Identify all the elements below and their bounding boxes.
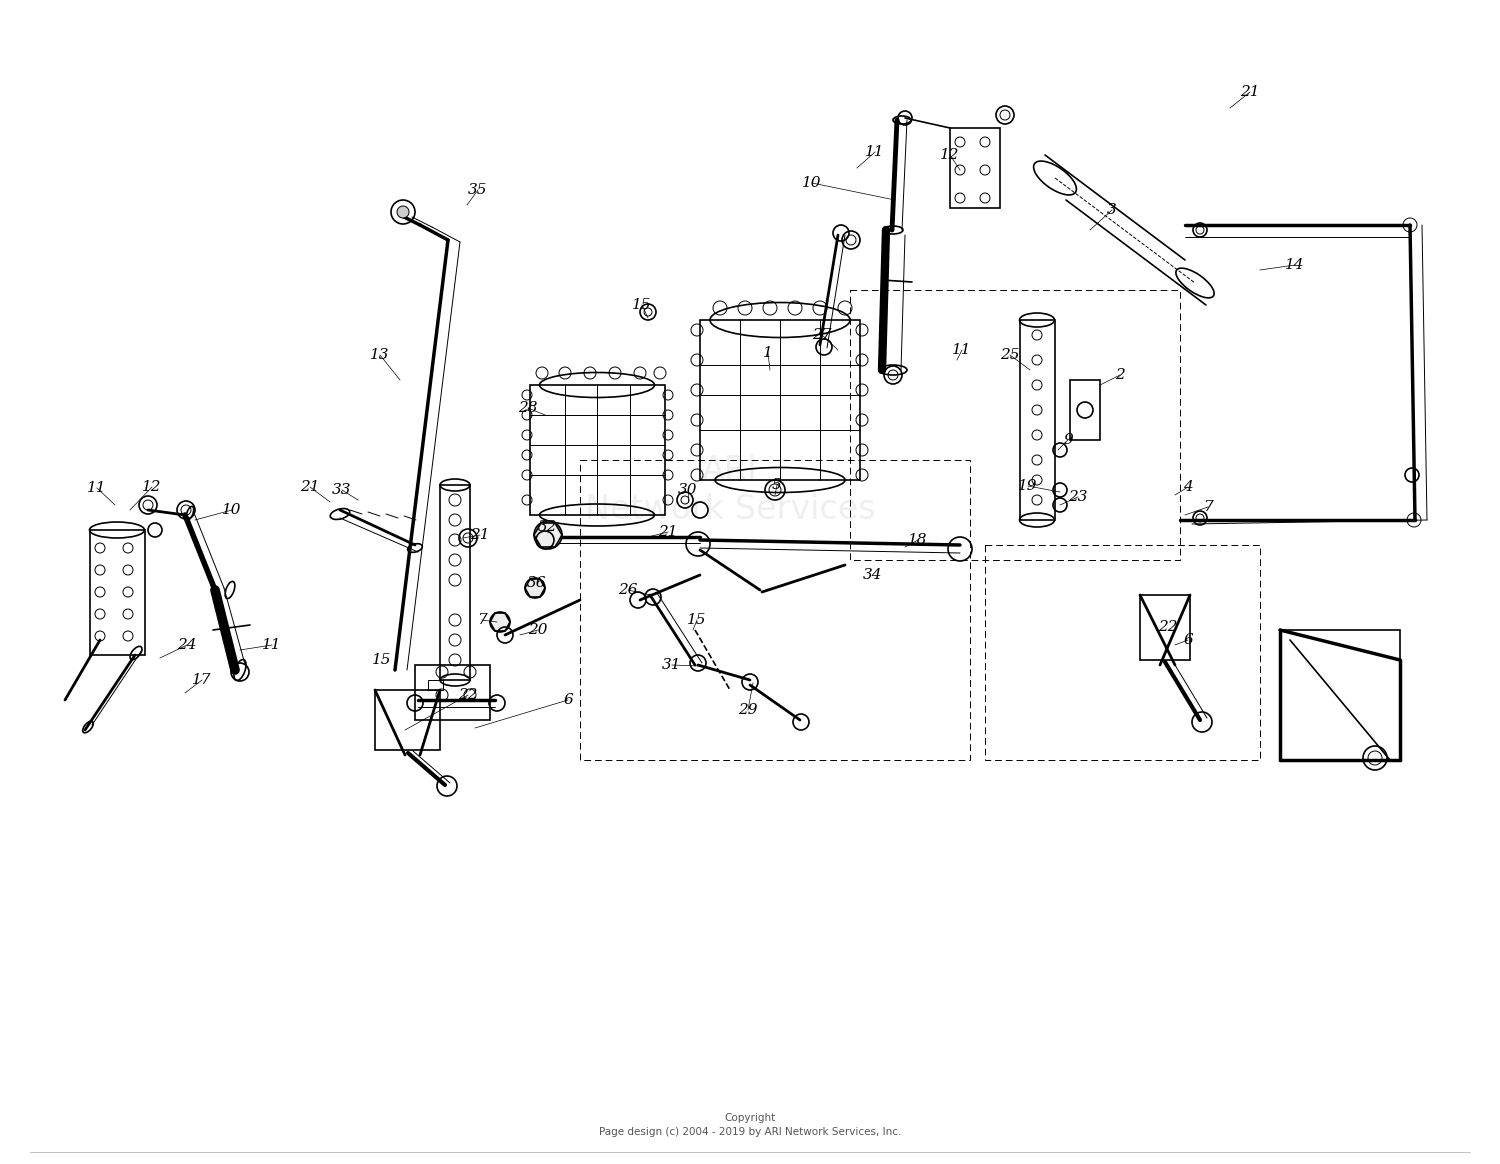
Text: 33: 33 — [333, 483, 351, 497]
Text: 25: 25 — [1000, 348, 1020, 362]
Text: 29: 29 — [738, 703, 758, 717]
Text: 2: 2 — [1114, 368, 1125, 382]
Text: 27: 27 — [813, 328, 831, 342]
Bar — [90, 530, 146, 655]
Text: 15: 15 — [687, 613, 706, 627]
Text: 30: 30 — [678, 483, 698, 497]
Text: 21: 21 — [658, 525, 678, 539]
Text: 35: 35 — [468, 183, 488, 197]
Text: 12: 12 — [142, 480, 162, 494]
Text: 21: 21 — [471, 528, 489, 542]
Text: 11: 11 — [262, 638, 282, 652]
Bar — [530, 385, 664, 514]
Text: 19: 19 — [1019, 480, 1038, 494]
Text: 22: 22 — [459, 688, 477, 702]
Text: 11: 11 — [865, 146, 885, 159]
Text: 13: 13 — [370, 348, 390, 362]
Circle shape — [534, 521, 562, 549]
Text: 36: 36 — [528, 576, 546, 590]
Text: 26: 26 — [618, 583, 638, 597]
Circle shape — [490, 612, 510, 632]
Bar — [416, 665, 491, 721]
Bar — [1070, 379, 1100, 440]
Bar — [427, 680, 442, 690]
Text: 6: 6 — [562, 693, 573, 707]
Text: 31: 31 — [663, 658, 681, 672]
Text: 1: 1 — [764, 346, 772, 360]
Text: 32: 32 — [538, 520, 558, 534]
Text: 20: 20 — [528, 623, 548, 637]
Text: 21: 21 — [300, 480, 320, 494]
Text: 12: 12 — [940, 148, 960, 162]
Bar — [950, 128, 1000, 208]
Text: 3: 3 — [1107, 203, 1118, 217]
Text: ARI
Network Services: ARI Network Services — [585, 454, 876, 526]
Text: 22: 22 — [1158, 620, 1178, 634]
Text: 17: 17 — [192, 673, 211, 687]
Text: 21: 21 — [1240, 85, 1260, 99]
Text: 24: 24 — [177, 638, 197, 652]
Bar — [1280, 630, 1400, 760]
Bar — [440, 485, 470, 680]
Text: 9: 9 — [1064, 433, 1072, 447]
Text: 15: 15 — [633, 298, 651, 312]
Text: 7: 7 — [477, 613, 488, 627]
Text: 10: 10 — [222, 503, 242, 517]
Text: 15: 15 — [372, 653, 392, 667]
Text: 28: 28 — [519, 402, 537, 416]
Bar — [1020, 320, 1054, 520]
Text: 5: 5 — [772, 478, 782, 492]
Text: 6: 6 — [1184, 633, 1192, 647]
Text: 11: 11 — [87, 481, 106, 495]
Circle shape — [525, 579, 544, 598]
Text: 11: 11 — [952, 343, 972, 357]
Circle shape — [398, 206, 410, 218]
Bar — [700, 320, 859, 480]
Text: 18: 18 — [908, 533, 927, 547]
Text: Copyright
Page design (c) 2004 - 2019 by ARI Network Services, Inc.: Copyright Page design (c) 2004 - 2019 by… — [598, 1114, 902, 1136]
Text: 10: 10 — [802, 176, 822, 190]
Text: 34: 34 — [864, 568, 882, 582]
Text: 4: 4 — [1184, 480, 1192, 494]
Text: 14: 14 — [1286, 258, 1305, 272]
Text: 23: 23 — [1068, 490, 1088, 504]
Text: 7: 7 — [1203, 501, 1214, 514]
